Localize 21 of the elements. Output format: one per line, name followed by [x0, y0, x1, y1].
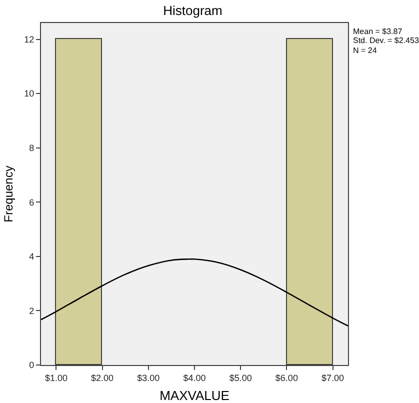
- y-tick-label: 6: [29, 197, 34, 208]
- x-axis-title: MAXVALUE: [160, 388, 230, 403]
- line-series: [41, 258, 348, 327]
- x-tick-label: $7.00: [322, 372, 344, 383]
- x-tick-label: $5.00: [229, 372, 252, 383]
- text: Mean = $3.87: [353, 27, 403, 36]
- x-tick-label: $2.00: [91, 372, 114, 383]
- x-tick-label: $3.00: [137, 372, 160, 383]
- chart-title: Histogram: [163, 3, 222, 18]
- y-axis-title: Frequency: [1, 166, 16, 222]
- y-tick-label: 12: [24, 34, 34, 44]
- x-tick-label: $1.00: [44, 372, 68, 383]
- y-tick-label: 8: [29, 143, 34, 154]
- x-tick-label: $4.00: [183, 372, 206, 383]
- text: Std. Dev. = $2.453: [353, 36, 419, 45]
- y-tick-label: 10: [24, 88, 34, 99]
- text: N = 24: [353, 46, 378, 55]
- y-tick-label: 0: [29, 360, 34, 370]
- y-tick-label: 4: [29, 252, 34, 262]
- y-tick-label: 2: [29, 306, 34, 316]
- x-tick-label: $6.00: [275, 372, 298, 383]
